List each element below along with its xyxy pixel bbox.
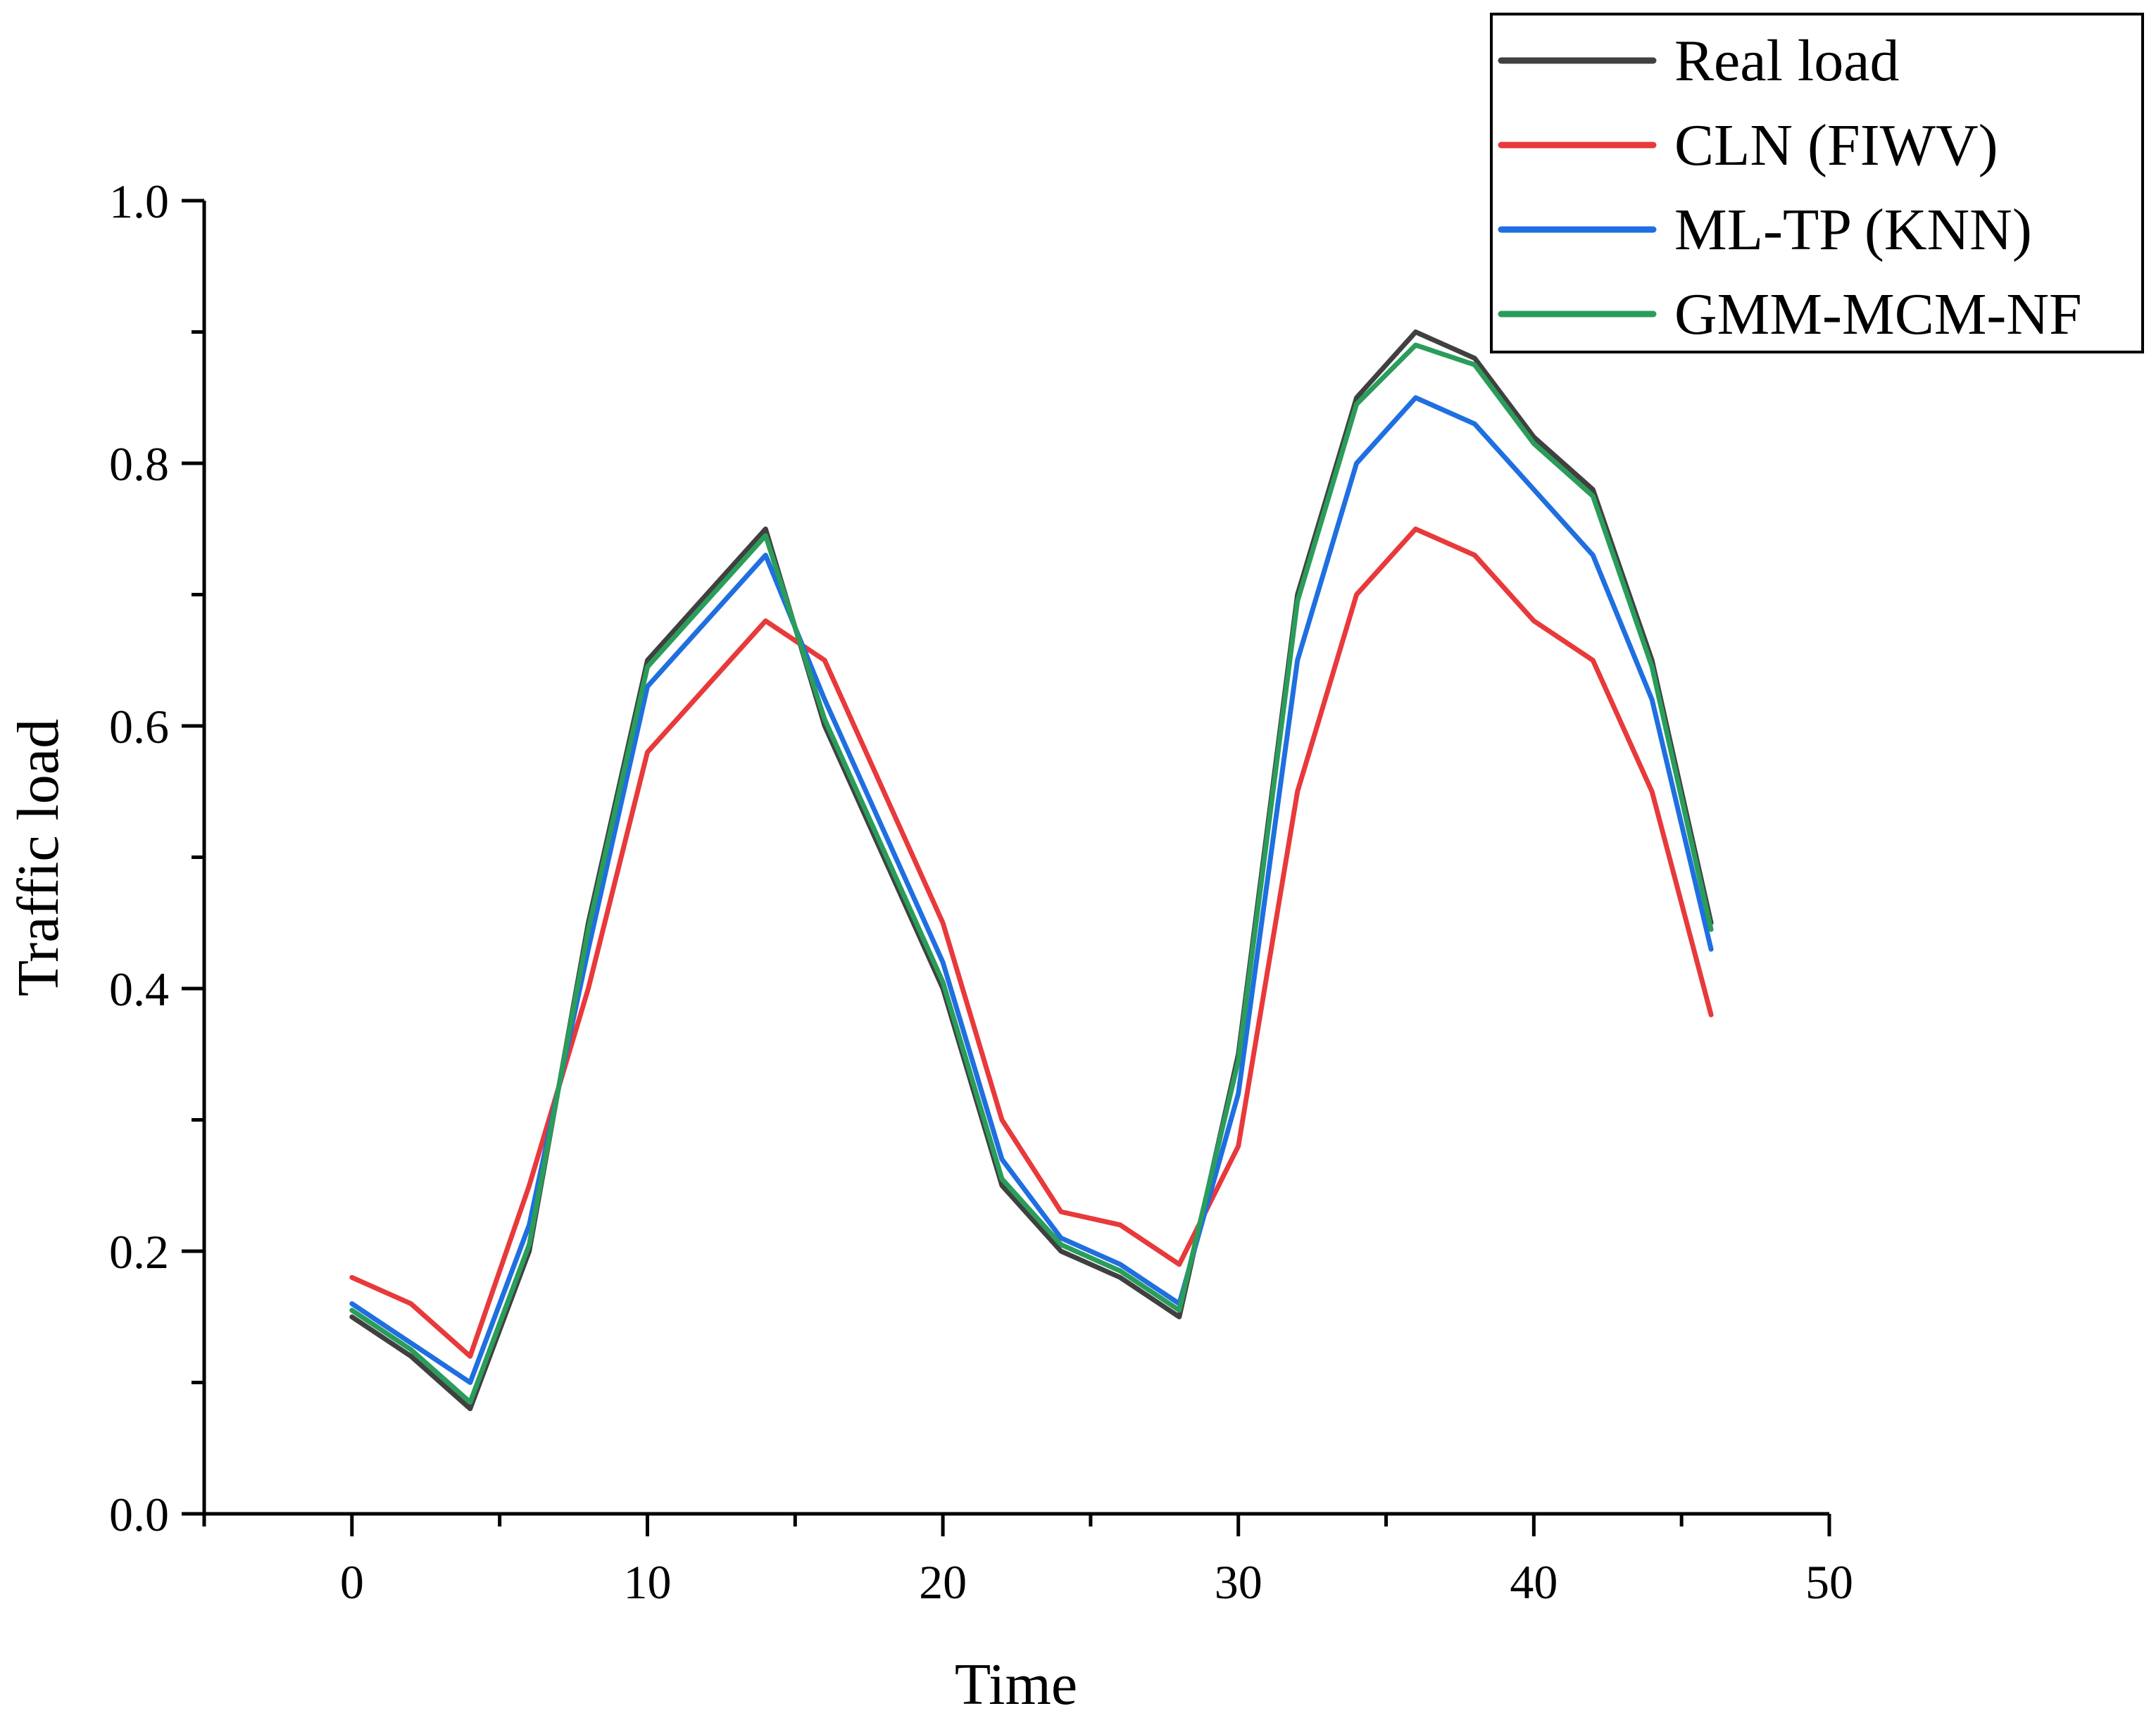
legend: Real load CLN (FIWV) ML-TP (KNN) GMM-MCM-NF — [1490, 13, 2144, 353]
series-line-ml-tp-knn — [349, 395, 1714, 1385]
x-tick-label: 30 — [1215, 1555, 1262, 1609]
x-tick-label: 50 — [1805, 1555, 1853, 1609]
x-axis-title: Time — [955, 1652, 1077, 1717]
x-tick-label: 40 — [1510, 1555, 1558, 1609]
legend-label-real-load: Real load — [1674, 28, 1900, 94]
y-tick-label: 1.0 — [109, 175, 169, 228]
legend-box — [1490, 13, 2144, 353]
plot-series — [349, 330, 1714, 1412]
y-tick-label: 0.0 — [109, 1488, 169, 1541]
series-line-real-load — [349, 330, 1714, 1412]
x-tick-label: 20 — [919, 1555, 967, 1609]
axes — [202, 201, 1829, 1516]
x-tick-label: 10 — [623, 1555, 671, 1609]
y-tick-label: 0.6 — [109, 700, 169, 753]
y-tick-label: 0.4 — [109, 963, 169, 1016]
y-tick-label: 0.8 — [109, 437, 169, 491]
legend-label-gmm-mcm-nf: GMM-MCM-NF — [1674, 282, 2082, 347]
series-line-cln-fiwv — [349, 526, 1714, 1359]
axis-ticks: 0 10 20 30 40 50 0.0 0.2 0.4 0.6 0.8 1.0 — [109, 175, 1853, 1609]
legend-label-ml-tp-knn: ML-TP (KNN) — [1674, 197, 2032, 263]
series-line-gmm-mcm-nf — [349, 342, 1714, 1405]
x-tick-label: 0 — [340, 1555, 364, 1609]
y-tick-label: 0.2 — [109, 1225, 169, 1279]
y-axis-title: Traffic load — [6, 719, 71, 996]
legend-label-cln-fiwv: CLN (FIWV) — [1674, 113, 1998, 178]
